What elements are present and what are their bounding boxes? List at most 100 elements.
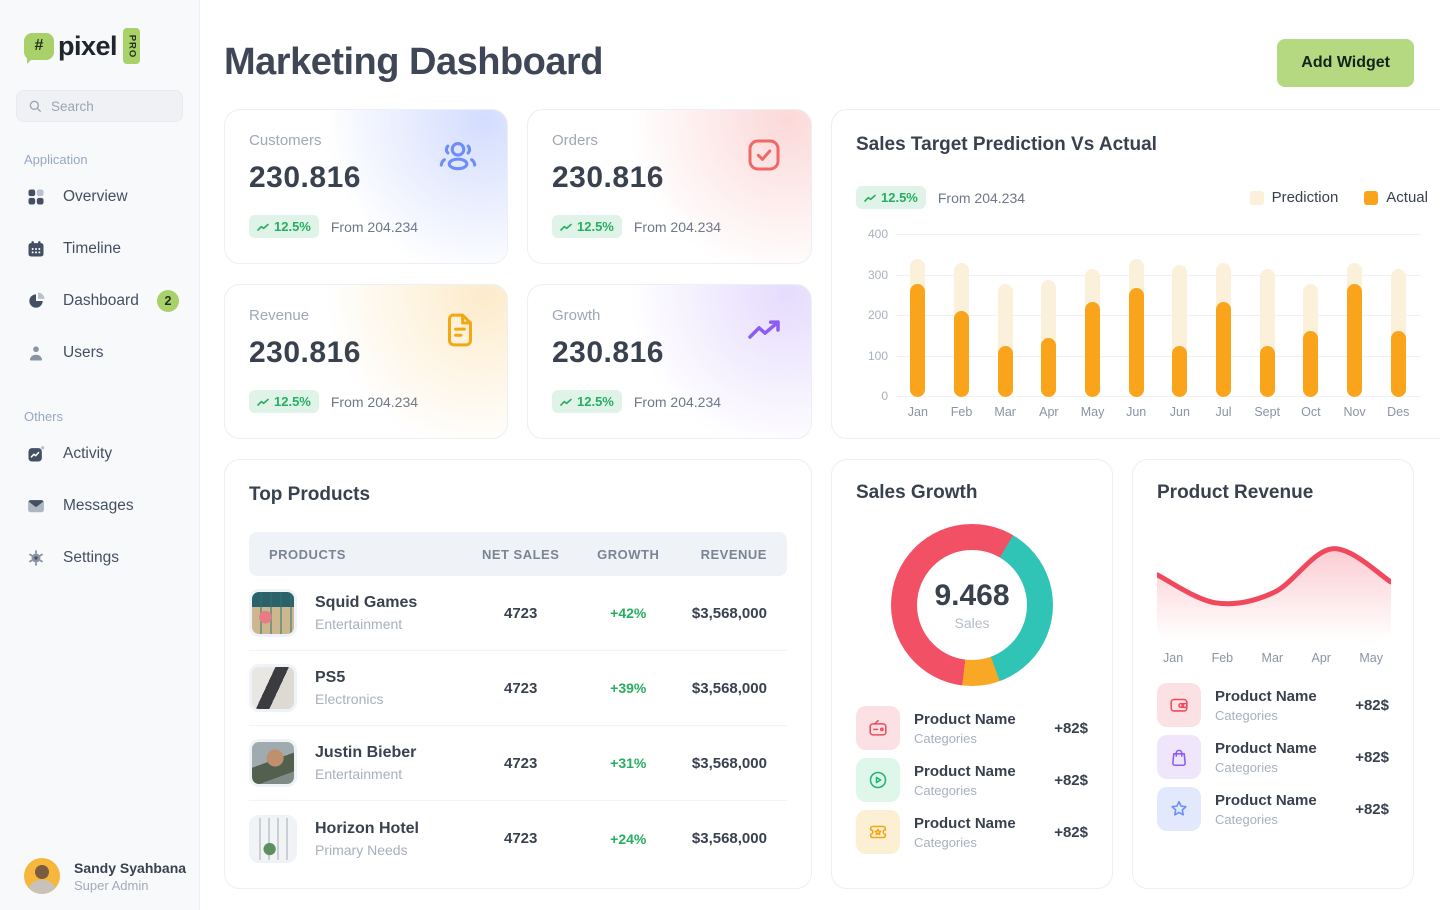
table-row[interactable]: PS5 Electronics 4723 +39% $3,568,000 [249, 651, 787, 726]
mini-product-name: Product Name [1215, 791, 1317, 809]
revenue: $3,568,000 [691, 830, 767, 847]
stat-value: 230.816 [552, 161, 664, 194]
stat-change-badge: 12.5% [249, 390, 319, 413]
search-icon [29, 100, 41, 112]
sidebar-item-overview[interactable]: Overview [0, 171, 199, 223]
revenue: $3,568,000 [691, 754, 767, 772]
product-name: Squid Games [315, 594, 418, 611]
list-item[interactable]: Product Name Categories +82$ [856, 754, 1088, 806]
net-sales: 4723 [503, 604, 538, 622]
stat-card-growth: Growth 230.816 12.5% From 204.234 [527, 284, 812, 439]
user-avatar [24, 858, 60, 894]
donut-center-label: Sales [954, 615, 990, 631]
bar-group [1027, 235, 1071, 397]
document-icon [448, 313, 472, 347]
stat-change-badge: 12.5% [249, 215, 319, 238]
mini-product-value: +82$ [1355, 800, 1389, 818]
trend-mini-icon [560, 398, 572, 406]
sales-growth-donut: 9.468 Sales [891, 524, 1053, 686]
stat-change-badge: 12.5% [552, 390, 622, 413]
search-input[interactable] [51, 98, 161, 114]
table-header: PRODUCTS NET SALES GROWTH REVENUE [249, 532, 787, 576]
bar-group [1376, 235, 1420, 397]
bar-group [1158, 235, 1202, 397]
product-name: PS5 [315, 669, 346, 686]
sidebar-item-label: Dashboard [63, 292, 139, 309]
stat-label: Growth [552, 307, 601, 324]
sidebar-item-label: Activity [63, 445, 113, 462]
sidebar-item-settings[interactable]: Settings [0, 532, 199, 584]
mini-product-category: Categories [914, 834, 977, 850]
mini-product-value: +82$ [1355, 748, 1389, 766]
trend-up-icon [748, 320, 780, 339]
sidebar-item-messages[interactable]: Messages [0, 480, 199, 532]
sidebar-user[interactable]: Sandy Syahbana Super Admin [24, 858, 186, 894]
mini-product-value: +82$ [1054, 823, 1088, 841]
top-products-card: Top Products PRODUCTS NET SALES GROWTH R… [224, 459, 812, 889]
sidebar-item-label: Messages [63, 497, 134, 514]
list-item[interactable]: Product Name Categories +82$ [1157, 679, 1389, 731]
sidebar-item-users[interactable]: Users [0, 327, 199, 379]
stat-change-badge: 12.5% [552, 215, 622, 238]
table-row[interactable]: Horizon Hotel Primary Needs 4723 +24% $3… [249, 801, 787, 876]
list-item[interactable]: Product Name Categories +82$ [1157, 731, 1389, 783]
bar-group [1333, 235, 1377, 397]
list-item[interactable]: Product Name Categories +82$ [1157, 783, 1389, 835]
stat-value: 230.816 [249, 336, 361, 369]
table-row[interactable]: Squid Games Entertainment 4723 +42% $3,5… [249, 576, 787, 651]
bar-group [1114, 235, 1158, 397]
trend-mini-icon [560, 223, 572, 231]
growth: +42% [610, 605, 647, 621]
stat-from: From 204.234 [330, 218, 419, 235]
check-square-icon [748, 139, 780, 171]
legend-actual: Actual [1364, 189, 1428, 206]
revenue: $3,568,000 [691, 604, 767, 622]
mini-product-category: Categories [1215, 707, 1278, 723]
grid-icon [28, 189, 44, 205]
chart-from: From 204.234 [937, 189, 1026, 206]
add-widget-button[interactable]: Add Widget [1277, 38, 1414, 87]
stat-card-customers: Customers 230.816 12.5% From 204.234 [224, 109, 508, 264]
mini-product-name: Product Name [914, 762, 1016, 780]
growth: +39% [610, 680, 647, 696]
sidebar-item-dashboard[interactable]: Dashboard 2 [0, 275, 199, 327]
revenue-line [1154, 546, 1394, 607]
sales-bars [896, 235, 1420, 397]
stat-card-orders: Orders 230.816 12.5% From 204.234 [527, 109, 812, 264]
stat-value: 230.816 [249, 161, 361, 194]
dashboard-count-badge: 2 [157, 290, 179, 312]
bar-group [1245, 235, 1289, 397]
product-name: Horizon Hotel [315, 819, 419, 837]
logo-pro-badge: PRO [123, 28, 141, 64]
activity-icon [28, 446, 45, 462]
user-role: Super Admin [74, 877, 149, 893]
play-circle-icon [869, 771, 887, 789]
net-sales: 4723 [503, 830, 538, 847]
mini-product-category: Categories [914, 730, 977, 746]
list-item[interactable]: Product Name Categories +82$ [856, 806, 1088, 858]
table-row[interactable]: Justin Bieber Entertainment 4723 +31% $3… [249, 726, 787, 801]
mini-product-name: Product Name [914, 710, 1016, 728]
mini-product-value: +82$ [1355, 696, 1389, 714]
star-icon [1171, 800, 1187, 816]
top-products-title: Top Products [249, 484, 371, 505]
sidebar-item-label: Settings [63, 549, 120, 566]
sidebar-item-activity[interactable]: Activity [0, 428, 199, 480]
sidebar-item-label: Overview [63, 188, 128, 205]
stat-label: Revenue [249, 307, 310, 324]
sales-plot: 0 100 200 300 400 Jan Feb Mar Apr May Jun Jun Jul Se… [856, 227, 1440, 419]
product-revenue-list: Product Name Categories +82$ Product Nam… [1157, 679, 1389, 835]
revenue: $3,568,000 [691, 679, 767, 697]
product-name: Justin Bieber [315, 744, 417, 761]
stat-card-revenue: Revenue 230.816 12.5% From 204.234 [224, 284, 508, 439]
mail-icon [28, 500, 44, 513]
list-item[interactable]: Product Name Categories +82$ [856, 702, 1088, 754]
stat-from: From 204.234 [330, 393, 419, 410]
calendar-icon [28, 241, 44, 257]
mini-product-name: Product Name [914, 814, 1016, 832]
stat-label: Customers [249, 132, 322, 149]
sidebar-item-timeline[interactable]: Timeline [0, 223, 199, 275]
bar-group [1071, 235, 1115, 397]
search-box[interactable] [16, 90, 183, 122]
growth: +24% [610, 830, 647, 847]
